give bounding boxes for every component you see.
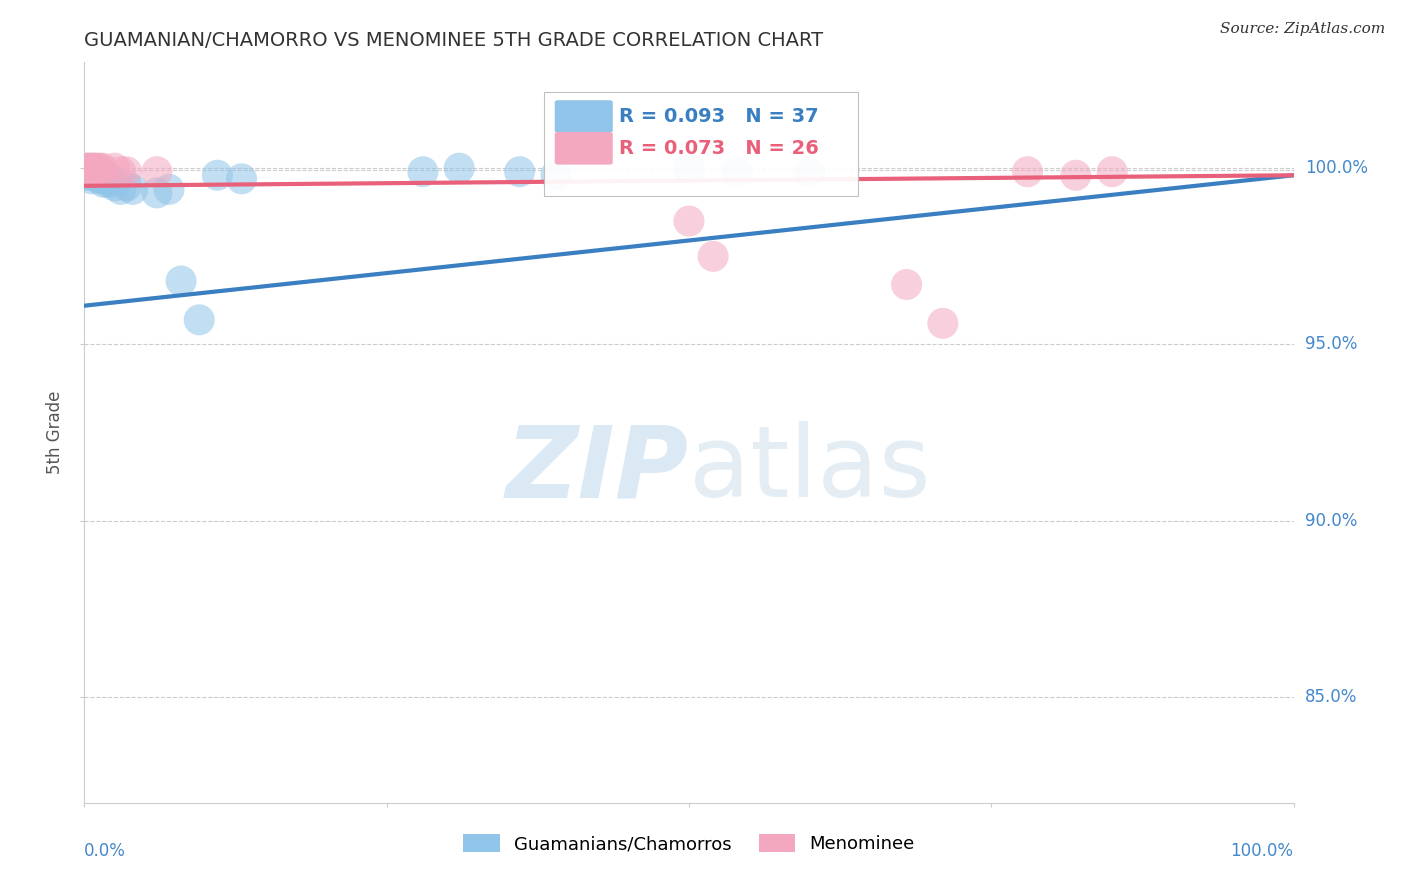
Point [75, 161, 97, 176]
Point [1101, 165, 1123, 179]
Point [1064, 168, 1087, 182]
Point [146, 186, 169, 200]
Text: 0.0%: 0.0% [84, 842, 127, 860]
Point [896, 277, 918, 292]
Point [104, 178, 127, 193]
Point [87, 165, 110, 179]
Y-axis label: 5th Grade: 5th Grade [46, 391, 65, 475]
Point [110, 165, 132, 179]
Point [87, 171, 110, 186]
Point [207, 168, 229, 182]
Point [509, 165, 531, 179]
Point [170, 274, 193, 288]
Point [76, 165, 98, 179]
Point [79, 168, 101, 182]
Point [678, 214, 700, 228]
Text: GUAMANIAN/CHAMORRO VS MENOMINEE 5TH GRADE CORRELATION CHART: GUAMANIAN/CHAMORRO VS MENOMINEE 5TH GRAD… [84, 30, 824, 50]
Point [94, 171, 117, 186]
Point [725, 165, 748, 179]
Point [86, 165, 108, 179]
Text: 85.0%: 85.0% [1305, 688, 1357, 706]
Text: R = 0.093   N = 37: R = 0.093 N = 37 [619, 107, 818, 126]
Text: ZIP: ZIP [506, 421, 689, 518]
Point [93, 175, 115, 189]
FancyBboxPatch shape [544, 92, 858, 195]
Point [115, 165, 138, 179]
Point [82, 161, 104, 176]
Point [115, 178, 138, 193]
Point [110, 182, 132, 196]
Point [84, 168, 107, 182]
Text: 90.0%: 90.0% [1305, 512, 1357, 530]
Point [91, 161, 114, 176]
Point [86, 168, 108, 182]
Point [75, 165, 97, 179]
Point [76, 168, 98, 182]
Point [121, 182, 143, 196]
Point [104, 161, 127, 176]
FancyBboxPatch shape [555, 132, 613, 165]
Point [157, 182, 180, 196]
Point [77, 165, 100, 179]
Point [79, 161, 101, 176]
Point [86, 165, 108, 179]
Point [702, 249, 724, 263]
Point [544, 168, 567, 182]
Text: atlas: atlas [689, 421, 931, 518]
Point [83, 161, 105, 176]
Point [146, 165, 169, 179]
Legend: Guamanians/Chamorros, Menominee: Guamanians/Chamorros, Menominee [456, 827, 922, 861]
Point [77, 161, 100, 176]
Point [82, 165, 104, 179]
Point [231, 171, 253, 186]
Point [90, 168, 112, 182]
Point [412, 165, 434, 179]
Point [89, 161, 111, 176]
FancyBboxPatch shape [555, 100, 613, 133]
Point [77, 165, 100, 179]
Point [80, 165, 103, 179]
Point [932, 316, 955, 330]
Point [89, 165, 111, 179]
Point [94, 168, 117, 182]
Text: 100.0%: 100.0% [1230, 842, 1294, 860]
Point [100, 171, 122, 186]
Point [1017, 165, 1039, 179]
Point [90, 165, 112, 179]
Point [84, 161, 107, 176]
Point [77, 161, 100, 176]
Text: 95.0%: 95.0% [1305, 335, 1357, 353]
Point [86, 161, 108, 176]
Text: 100.0%: 100.0% [1305, 159, 1368, 178]
Point [91, 171, 114, 186]
Text: R = 0.073   N = 26: R = 0.073 N = 26 [619, 139, 818, 158]
Text: Source: ZipAtlas.com: Source: ZipAtlas.com [1219, 22, 1385, 37]
Point [188, 313, 211, 327]
Point [83, 165, 105, 179]
Point [449, 161, 471, 176]
Point [678, 161, 700, 176]
Point [799, 165, 821, 179]
Point [80, 171, 103, 186]
Point [97, 175, 120, 189]
